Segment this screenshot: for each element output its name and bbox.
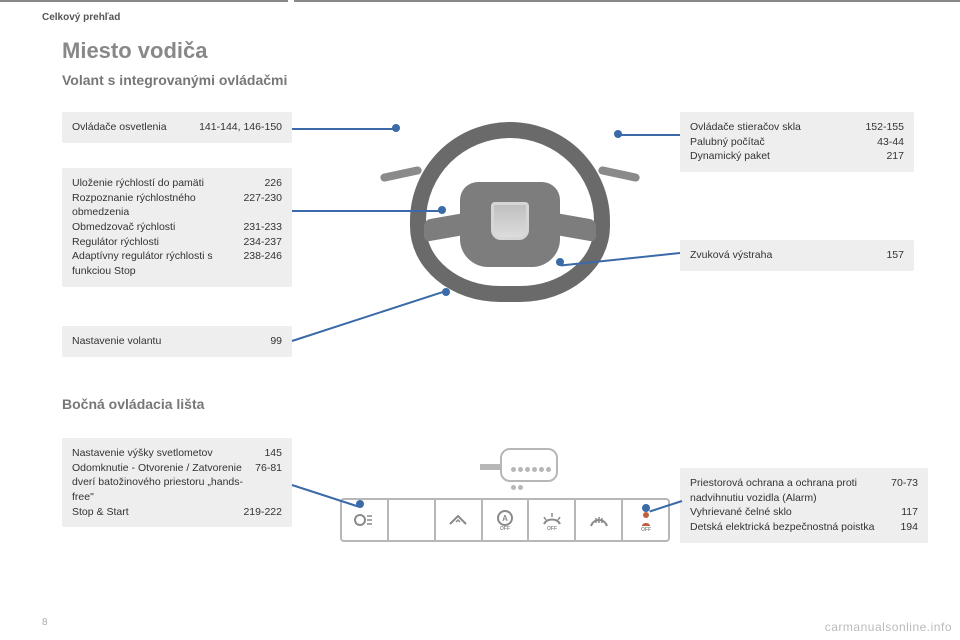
card-row-label: Nastavenie výšky svetlometov <box>72 446 213 461</box>
card-wipers: Ovládače stieračov skla 152-155 Palubný po… <box>680 112 914 172</box>
steering-wheel-illustration <box>380 112 640 312</box>
card-row-pages: 217 <box>886 149 904 164</box>
headlight-height-icon <box>342 500 389 540</box>
card-row-pages: 43-44 <box>877 135 904 150</box>
blank-cell-icon <box>389 500 436 540</box>
card-row-pages: 117 <box>901 505 918 520</box>
card-row-pages: 234-237 <box>243 235 282 250</box>
card-row-pages: 145 <box>264 446 282 461</box>
card-row-label: Detská elektrická bezpečnostná poistka <box>690 520 874 535</box>
chapter-label: Celkový prehľad <box>42 12 120 23</box>
heated-windscreen-icon <box>576 500 623 540</box>
card-row-label: Odomknutie - Otvorenie / Zatvorenie dver… <box>72 461 245 505</box>
card-row-pages: 76-81 <box>255 461 282 505</box>
card-row-pages: 227-230 <box>243 191 282 220</box>
hands-free-tailgate-icon <box>436 500 483 540</box>
card-row-label: Priestorová ochrana a ochrana proti nadv… <box>690 476 881 505</box>
card-row-pages: 219-222 <box>243 505 282 520</box>
card-steering-adjustment: Nastavenie volantu 99 <box>62 326 292 357</box>
alarm-icon: OFF <box>529 500 576 540</box>
card-row-label: Rozpoznanie rýchlostného obmedzenia <box>72 191 233 220</box>
card-lighting-controls: Ovládače osvetlenia 141-144, 146-150 <box>62 112 292 143</box>
card-row-label: Palubný počítač <box>690 135 765 150</box>
card-row-label: Regulátor rýchlosti <box>72 235 159 250</box>
stop-start-icon: A OFF <box>483 500 530 540</box>
card-alarm: Priestorová ochrana a ochrana proti nadv… <box>680 468 928 543</box>
card-row-label: Nastavenie volantu <box>72 334 161 349</box>
card-row-label: Vyhrievané čelné sklo <box>690 505 792 520</box>
page-title: Miesto vodiča <box>62 38 207 64</box>
svg-text:OFF: OFF <box>500 526 510 532</box>
card-row-label: Zvuková výstraha <box>690 248 772 263</box>
card-row-label: Obmedzovač rýchlosti <box>72 220 175 235</box>
card-row-pages: 194 <box>900 520 918 535</box>
section-heading-control-bar: Bočná ovládacia lišta <box>62 396 204 412</box>
page-number: 8 <box>42 617 48 628</box>
svg-text:OFF: OFF <box>641 527 651 532</box>
card-row-pages: 152-155 <box>865 120 904 135</box>
card-row-label: Stop & Start <box>72 505 129 520</box>
card-row-pages: 70-73 <box>891 476 918 505</box>
card-row-label: Adaptívny regulátor rýchlosti s funkciou… <box>72 249 233 278</box>
svg-text:OFF: OFF <box>547 526 557 532</box>
card-horn: Zvuková výstraha 157 <box>680 240 914 271</box>
card-row-label: Uloženie rýchlostí do pamäti <box>72 176 204 191</box>
card-speed-controls: Uloženie rýchlostí do pamäti 226 Rozpoznan… <box>62 168 292 287</box>
card-row-pages: 226 <box>264 176 282 191</box>
card-row-label: Dynamický paket <box>690 149 770 164</box>
svg-text:A: A <box>502 514 508 523</box>
control-bar-illustration: A OFF OFF OFF <box>340 440 670 550</box>
card-row-pages: 141-144, 146-150 <box>199 120 282 135</box>
card-row-pages: 99 <box>270 334 282 349</box>
card-headlight-height: Nastavenie výšky svetlometov 145 Odomknuti… <box>62 438 292 527</box>
card-row-pages: 157 <box>886 248 904 263</box>
card-row-label: Ovládače osvetlenia <box>72 120 167 135</box>
watermark: carmanualsonline.info <box>825 620 952 634</box>
card-row-pages: 238-246 <box>243 249 282 278</box>
section-heading-steering: Volant s integrovanými ovládačmi <box>62 72 287 88</box>
card-row-label: Ovládače stieračov skla <box>690 120 801 135</box>
card-row-pages: 231-233 <box>243 220 282 235</box>
